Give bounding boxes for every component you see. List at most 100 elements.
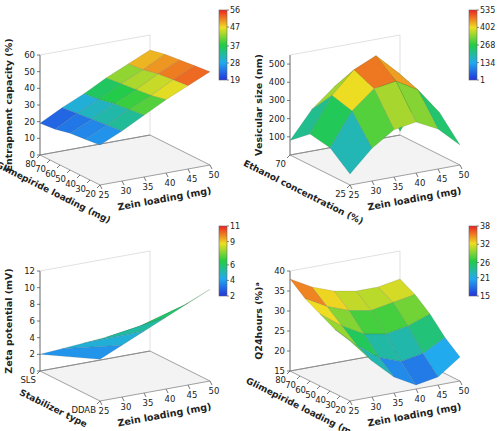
x-tick-label: 50: [209, 386, 220, 396]
surface-cell: [62, 331, 144, 348]
z-tick: [37, 71, 40, 72]
x-tick-label: 40: [165, 394, 176, 404]
y-tick-label: 70: [285, 380, 296, 390]
x-tick-label: 40: [415, 178, 426, 188]
colorbar-tick-label: 32: [480, 240, 490, 249]
x-tick-label: 40: [415, 394, 426, 404]
z-tick-label: 12: [24, 266, 35, 276]
colorbar-tick: [477, 244, 479, 245]
z-tick: [287, 291, 290, 292]
surface-cell: [379, 358, 416, 386]
colorbar-tick: [477, 62, 479, 63]
z-tick-label: 40: [24, 83, 35, 93]
y-tick: [67, 170, 70, 173]
y-tick: [97, 185, 100, 188]
z-tick: [287, 271, 290, 272]
z-tick: [37, 138, 40, 139]
z-tick: [37, 371, 40, 372]
x-tick: [100, 185, 102, 189]
z-tick: [287, 100, 290, 101]
floor: [40, 135, 210, 185]
z-tick: [37, 321, 40, 322]
z-tick: [37, 105, 40, 106]
z-tick-label: 10: [24, 283, 35, 293]
colorbar-tick-label: 37: [230, 42, 240, 51]
colorbar-tick-label: 38: [480, 222, 490, 231]
surface-cell: [106, 303, 188, 337]
x-tick: [394, 393, 396, 397]
x-tick-label: 25: [99, 190, 110, 200]
z-tick: [37, 304, 40, 305]
y-tick-label: 40: [315, 395, 326, 405]
x-tick-label: 40: [165, 178, 176, 188]
colorbar-tick-label: 402: [480, 23, 495, 32]
x-tick-label: 25: [349, 190, 360, 200]
colorbar-tick-label: 19: [230, 76, 240, 85]
z-tick-label: 400: [269, 77, 285, 87]
z-tick-label: 500: [269, 59, 285, 69]
colorbar-tick: [227, 45, 229, 46]
surface-panel: 253035404550DDABSLS024681012Zein loading…: [3, 222, 240, 429]
colorbar: [219, 10, 227, 80]
x-tick: [372, 181, 374, 185]
x-tick-label: 45: [187, 390, 198, 400]
surface-cell: [40, 345, 122, 359]
z-tick: [287, 82, 290, 83]
y-tick: [47, 160, 50, 163]
z-tick-label: 8: [30, 299, 35, 309]
x-axis-title: Zein loading (mg): [117, 401, 213, 429]
y-tick-label: 50: [55, 174, 66, 184]
z-tick: [37, 287, 40, 288]
z-tick-label: 25: [274, 326, 285, 336]
colorbar-tick-label: 535: [480, 6, 495, 15]
surface: [290, 279, 460, 385]
x-tick: [210, 381, 212, 385]
surface-panel: 25303540455020304050607080152025303540Ze…: [244, 222, 490, 431]
colorbar-tick-label: 56: [230, 6, 240, 15]
colorbar-tick: [477, 45, 479, 46]
frame-edge: [150, 251, 151, 351]
x-tick-label: 45: [187, 174, 198, 184]
surface-cell: [320, 314, 357, 346]
y-axis-title: Glimepiride loading (mg): [244, 375, 362, 431]
z-tick: [37, 354, 40, 355]
x-tick-label: 30: [121, 186, 132, 196]
x-tick: [394, 177, 396, 181]
y-tick-label: 60: [295, 385, 306, 395]
y-tick: [37, 155, 40, 158]
colorbar-tick: [227, 296, 229, 297]
colorbar-tick: [227, 10, 229, 11]
colorbar-tick-label: 26: [480, 259, 490, 268]
y-tick: [287, 371, 290, 374]
y-tick-label: 25: [335, 189, 346, 199]
z-tick-label: 4: [30, 333, 35, 343]
z-tick-label: 30: [24, 100, 35, 110]
colorbar-tick: [477, 27, 479, 28]
colorbar-tick: [477, 226, 479, 227]
x-tick: [350, 401, 352, 405]
z-axis-title: Zeta potential (mV): [3, 268, 14, 373]
colorbar-tick: [227, 280, 229, 281]
y-tick: [297, 376, 300, 379]
colorbar-tick-label: 268: [480, 41, 495, 50]
x-tick: [438, 385, 440, 389]
z-tick: [287, 118, 290, 119]
z-tick-label: 60: [24, 50, 35, 60]
z-tick-label: 6: [30, 316, 35, 326]
z-tick: [287, 136, 290, 137]
x-tick-label: 35: [143, 182, 154, 192]
colorbar-tick: [477, 10, 479, 11]
x-tick-label: 35: [393, 398, 404, 408]
x-tick-label: 45: [437, 174, 448, 184]
surface-cell: [305, 299, 342, 327]
x-axis-title: Zein loading (mg): [117, 185, 213, 213]
colorbar-tick: [227, 241, 229, 242]
y-tick-label: SLS: [20, 375, 36, 385]
z-tick-label: 40: [274, 266, 285, 276]
frame-edge: [290, 251, 400, 271]
z-tick-label: 300: [269, 95, 285, 105]
surface: [40, 289, 210, 359]
z-tick: [287, 351, 290, 352]
surface: [290, 56, 460, 174]
surface-cell: [151, 80, 188, 100]
